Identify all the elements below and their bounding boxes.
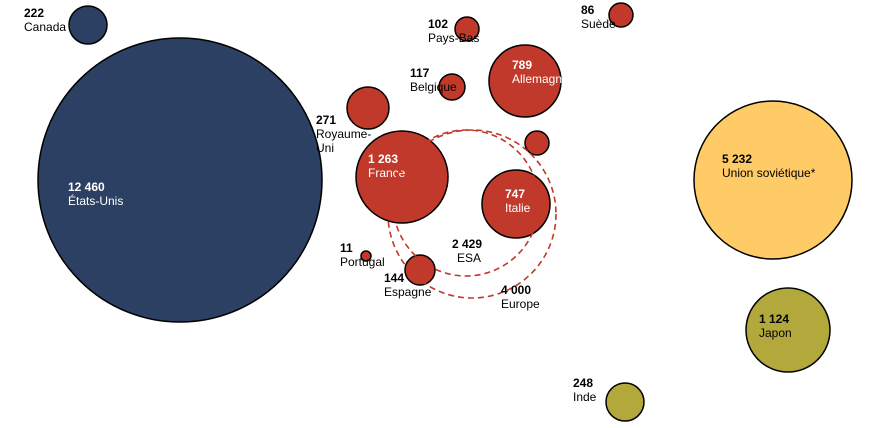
bubble-allemagne	[488, 44, 562, 118]
name-label-royaume-uni-1: Royaume-	[316, 127, 371, 141]
value-label-royaume-uni: 271	[316, 113, 336, 127]
value-label-suede: 86	[581, 3, 595, 17]
name-label-allemagne: Allemagne	[512, 72, 569, 86]
name-label-canada: Canada	[24, 20, 66, 34]
name-label-italie: Italie	[505, 201, 531, 215]
bubble-canada	[68, 5, 108, 45]
value-label-france: 1 263	[368, 152, 398, 166]
value-label-allemagne: 789	[512, 58, 532, 72]
bubble-unlabeled	[524, 130, 550, 156]
value-label-pays-bas: 102	[428, 17, 448, 31]
name-label-inde: Inde	[573, 390, 597, 404]
name-label-suede: Suède	[581, 17, 616, 31]
name-label-etats-unis: États-Unis	[68, 193, 123, 208]
name-label-japon: Japon	[759, 326, 792, 340]
bubble-union-sovietique	[693, 100, 853, 260]
name-label-pays-bas: Pays-Bas	[428, 31, 479, 45]
group-value-europe: 4 000	[501, 283, 531, 297]
value-label-etats-unis: 12 460	[68, 180, 105, 194]
bubble-pays-bas	[454, 16, 480, 42]
value-label-inde: 248	[573, 376, 593, 390]
group-label-europe: Europe	[501, 297, 540, 311]
value-label-portugal: 11	[340, 241, 353, 255]
value-label-belgique: 117	[410, 66, 430, 80]
group-ring-europe	[387, 129, 557, 299]
name-label-portugal: Portugal	[340, 255, 385, 269]
name-label-union-sovietique: Union soviétique*	[722, 166, 816, 180]
bubble-portugal	[360, 250, 372, 262]
bubble-royaume-uni	[346, 86, 390, 130]
value-label-japon: 1 124	[759, 312, 789, 326]
value-label-espagne: 144	[384, 271, 404, 285]
value-label-union-sovietique: 5 232	[722, 152, 752, 166]
group-label-esa: ESA	[457, 251, 481, 265]
name-label-espagne: Espagne	[384, 285, 432, 299]
value-label-canada: 222	[24, 6, 44, 20]
name-label-belgique: Belgique	[410, 80, 457, 94]
name-label-royaume-uni-2: Uni	[316, 141, 334, 155]
group-ring-esa	[392, 129, 540, 277]
bubble-etats-unis	[37, 37, 323, 323]
bubble-france	[355, 130, 449, 224]
bubble-espagne	[404, 254, 436, 286]
value-label-italie: 747	[505, 187, 525, 201]
bubble-italie	[481, 169, 551, 239]
bubble-inde	[605, 382, 645, 422]
bubble-belgique	[438, 73, 466, 101]
bubble-japon	[745, 287, 831, 373]
group-value-esa: 2 429	[452, 237, 482, 251]
bubble-suede	[608, 2, 634, 28]
